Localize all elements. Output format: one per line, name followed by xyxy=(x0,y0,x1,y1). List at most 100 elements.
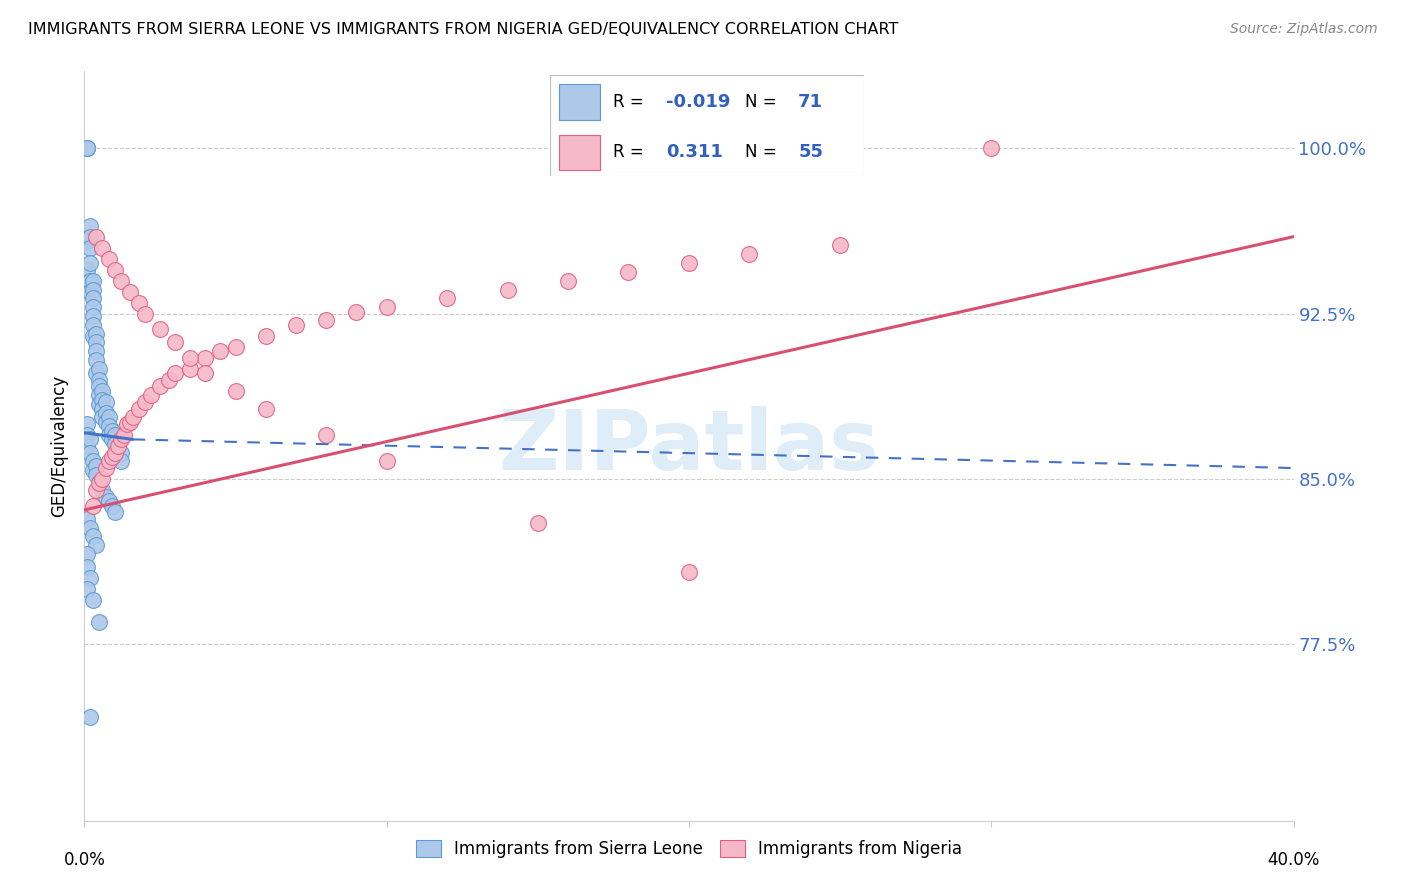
Point xyxy=(617,265,640,279)
Text: 0.0%: 0.0% xyxy=(63,851,105,869)
Point xyxy=(97,252,120,266)
Point xyxy=(86,353,108,368)
Text: IMMIGRANTS FROM SIERRA LEONE VS IMMIGRANTS FROM NIGERIA GED/EQUIVALENCY CORRELAT: IMMIGRANTS FROM SIERRA LEONE VS IMMIGRAN… xyxy=(28,22,898,37)
Point xyxy=(82,300,104,314)
Point xyxy=(678,565,700,579)
Point xyxy=(76,547,98,561)
Point xyxy=(91,483,114,497)
Point xyxy=(86,344,108,359)
Point xyxy=(100,450,122,464)
Point xyxy=(76,560,98,574)
Point xyxy=(89,615,111,630)
Point xyxy=(100,433,122,447)
Point xyxy=(86,335,108,350)
Point xyxy=(254,328,277,343)
Point xyxy=(134,307,156,321)
Point xyxy=(94,461,117,475)
Point xyxy=(375,300,398,314)
Point xyxy=(89,388,111,402)
Point xyxy=(179,362,201,376)
Point xyxy=(436,291,458,305)
Point xyxy=(165,366,187,380)
Point xyxy=(82,454,104,468)
Point xyxy=(97,419,120,434)
Point xyxy=(194,366,217,380)
Point xyxy=(76,262,98,277)
Point xyxy=(118,415,141,429)
Point xyxy=(79,520,101,534)
Point xyxy=(82,529,104,543)
Point xyxy=(139,388,162,402)
Point xyxy=(86,229,108,244)
Point xyxy=(104,437,127,451)
Point xyxy=(82,274,104,288)
Point xyxy=(134,395,156,409)
Point xyxy=(209,344,232,359)
Point xyxy=(315,428,337,442)
Point xyxy=(94,395,117,409)
Point xyxy=(100,499,122,513)
Point xyxy=(76,141,98,155)
Point xyxy=(76,428,98,442)
Point xyxy=(79,256,101,270)
Y-axis label: GED/Equivalency: GED/Equivalency xyxy=(51,375,69,517)
Point xyxy=(86,538,108,552)
Point xyxy=(76,582,98,597)
Point xyxy=(82,318,104,332)
Point xyxy=(82,283,104,297)
Point xyxy=(110,433,132,447)
Point xyxy=(79,433,101,447)
Point xyxy=(82,463,104,477)
Point xyxy=(112,428,135,442)
Point xyxy=(104,428,127,442)
Legend: Immigrants from Sierra Leone, Immigrants from Nigeria: Immigrants from Sierra Leone, Immigrants… xyxy=(409,833,969,864)
Point xyxy=(86,467,108,482)
Point xyxy=(128,295,150,310)
Point xyxy=(165,335,187,350)
Point xyxy=(86,366,108,380)
Point xyxy=(91,472,114,486)
Point xyxy=(76,439,98,453)
Text: ZIPatlas: ZIPatlas xyxy=(499,406,879,486)
Point xyxy=(149,322,172,336)
Point xyxy=(89,373,111,387)
Point xyxy=(225,384,247,398)
Point xyxy=(76,512,98,526)
Point xyxy=(315,313,337,327)
Point xyxy=(104,445,127,459)
Point xyxy=(89,362,111,376)
Point xyxy=(94,415,117,429)
Point xyxy=(76,141,98,155)
Point xyxy=(91,410,114,425)
Point xyxy=(86,483,108,497)
Point xyxy=(86,326,108,341)
Text: 40.0%: 40.0% xyxy=(1267,851,1320,869)
Point xyxy=(194,351,217,365)
Point xyxy=(76,417,98,431)
Point xyxy=(89,397,111,411)
Point xyxy=(179,351,201,365)
Point xyxy=(527,516,550,530)
Point xyxy=(128,401,150,416)
Point xyxy=(225,340,247,354)
Point xyxy=(97,410,120,425)
Point xyxy=(254,401,277,416)
Point xyxy=(104,262,127,277)
Point xyxy=(82,309,104,323)
Text: Source: ZipAtlas.com: Source: ZipAtlas.com xyxy=(1230,22,1378,37)
Point xyxy=(496,283,519,297)
Point xyxy=(82,328,104,343)
Point xyxy=(76,141,98,155)
Point xyxy=(86,458,108,473)
Point xyxy=(738,247,761,261)
Point xyxy=(157,373,180,387)
Point xyxy=(375,454,398,468)
Point xyxy=(89,379,111,393)
Point xyxy=(91,384,114,398)
Point xyxy=(82,593,104,607)
Point xyxy=(110,454,132,468)
Point xyxy=(107,441,129,455)
Point xyxy=(97,494,120,508)
Point xyxy=(89,476,111,491)
Point xyxy=(79,445,101,459)
